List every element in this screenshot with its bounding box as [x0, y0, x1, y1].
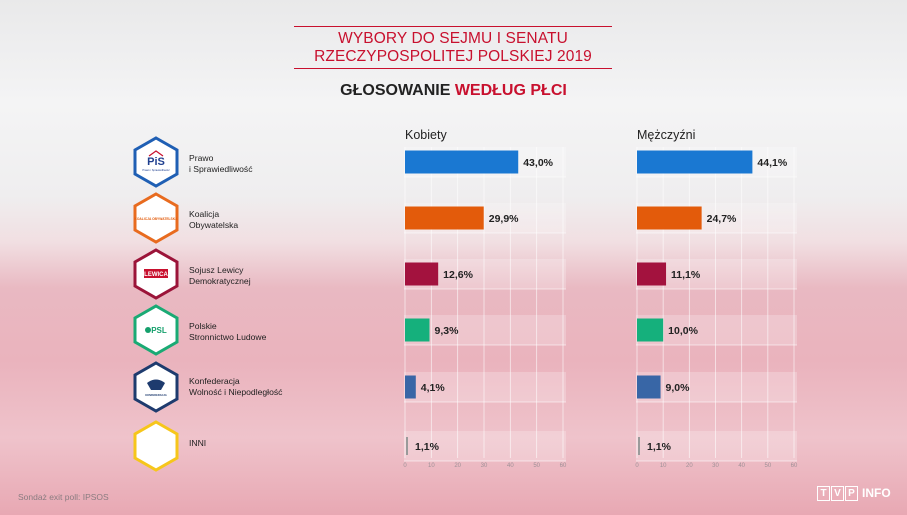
logo-letter: T	[817, 485, 830, 501]
svg-text:KONFEDERACJA: KONFEDERACJA	[145, 393, 167, 397]
svg-text:KOALICJA OBYWATELSKA: KOALICJA OBYWATELSKA	[134, 217, 178, 221]
title-line-1: WYBORY DO SEJMU I SENATU	[338, 30, 568, 47]
bar-value-label: 1,1%	[415, 441, 440, 453]
party-label-line: Obywatelska	[189, 220, 239, 230]
title-rule-bottom	[294, 68, 612, 69]
subtitle-part-1: GŁOSOWANIE	[340, 82, 455, 99]
tick-label: 20	[686, 463, 693, 469]
party-logo-hexagon	[133, 420, 179, 472]
logo-letter: P	[845, 485, 858, 501]
party-logo-hexagon: LEWICA	[133, 248, 179, 300]
bar-value-label: 9,0%	[666, 382, 691, 394]
party-label-line: INNI	[189, 438, 207, 448]
bar-value-label: 24,7%	[707, 213, 737, 225]
tick-label: 10	[428, 463, 435, 469]
bar	[637, 206, 702, 230]
tick-label: 30	[481, 463, 488, 469]
bar-value-label: 12,6%	[443, 269, 473, 281]
title-rule-top	[294, 26, 612, 27]
party-logo-hexagon: KOALICJA OBYWATELSKA	[133, 192, 179, 244]
source-note: Sondaż exit poll: IPSOS	[18, 492, 109, 502]
bar-value-label: 4,1%	[421, 382, 446, 394]
bar	[405, 206, 484, 230]
bar-value-label: 11,1%	[671, 269, 701, 281]
tick-label: 0	[635, 463, 639, 469]
subtitle-part-2: WEDŁUG PŁCI	[454, 82, 567, 99]
party-label-line: Stronnictwo Ludowe	[189, 332, 267, 342]
svg-text:PiS: PiS	[147, 156, 165, 168]
bar	[405, 318, 430, 342]
tick-label: 0	[403, 463, 407, 469]
tick-label: 40	[507, 463, 514, 469]
bar	[637, 262, 667, 286]
bar	[405, 262, 439, 286]
bar	[637, 150, 753, 174]
svg-text:Prawo i Sprawiedliwość: Prawo i Sprawiedliwość	[142, 168, 170, 172]
svg-text:LEWICA: LEWICA	[144, 272, 168, 278]
party-label-line: Demokratycznej	[189, 276, 251, 286]
bar-value-label: 29,9%	[489, 213, 519, 225]
bar-value-label: 43,0%	[523, 157, 553, 169]
title-block: WYBORY DO SEJMU I SENATU RZECZYPOSPOLITE…	[294, 26, 612, 69]
tick-label: 50	[533, 463, 540, 469]
tick-label: 60	[560, 463, 567, 469]
tick-label: 30	[712, 463, 719, 469]
tick-label: 10	[660, 463, 667, 469]
party-logo-hexagon: PiS Prawo i Sprawiedliwość	[133, 136, 179, 188]
party-label-line: Prawo	[189, 153, 214, 163]
bar-value-label: 10,0%	[668, 325, 698, 337]
party-label-line: Sojusz Lewicy	[189, 265, 244, 275]
party-label-pis: Prawo i Sprawiedliwość	[189, 153, 253, 175]
tick-label: 20	[454, 463, 461, 469]
party-label-psl: Polskie Stronnictwo Ludowe	[189, 321, 266, 343]
bar	[406, 437, 408, 455]
bar-value-label: 44,1%	[757, 157, 787, 169]
chart-subtitle: GŁOSOWANIE WEDŁUG PŁCI	[0, 82, 907, 100]
title-line-2: RZECZYPOSPOLITEJ POLSKIEJ 2019	[314, 48, 592, 65]
bar	[405, 375, 416, 399]
party-logo-hexagon: PSL	[133, 304, 179, 356]
party-label-line: Polskie	[189, 321, 217, 331]
party-label-konfederacja: Konfederacja Wolność i Niepodległość	[189, 376, 282, 398]
logo-letter: V	[831, 485, 844, 501]
party-label-line: i Sprawiedliwość	[189, 164, 253, 174]
bar-value-label: 9,3%	[434, 325, 459, 337]
bar	[405, 150, 519, 174]
tick-label: 50	[764, 463, 771, 469]
party-label-sld: Sojusz Lewicy Demokratycznej	[189, 265, 251, 287]
party-label-ko: Koalicja Obywatelska	[189, 209, 238, 231]
bar	[638, 437, 640, 455]
bar	[637, 318, 664, 342]
party-label-line: Konfederacja	[189, 376, 240, 386]
column-header-men: Mężczyźni	[637, 128, 696, 142]
tick-label: 60	[791, 463, 798, 469]
bar-value-label: 1,1%	[647, 441, 672, 453]
svg-text:PSL: PSL	[151, 326, 167, 335]
tick-label: 40	[738, 463, 745, 469]
bar	[637, 375, 661, 399]
tvp-info-logo: T V P INFO	[817, 485, 891, 501]
party-logo-hexagon: KONFEDERACJA	[133, 361, 179, 413]
party-label-inni: INNI	[189, 438, 206, 449]
party-label-line: Koalicja	[189, 209, 220, 219]
column-header-women: Kobiety	[405, 128, 447, 142]
logo-info-text: INFO	[862, 486, 891, 500]
party-label-line: Wolność i Niepodległość	[189, 387, 283, 397]
